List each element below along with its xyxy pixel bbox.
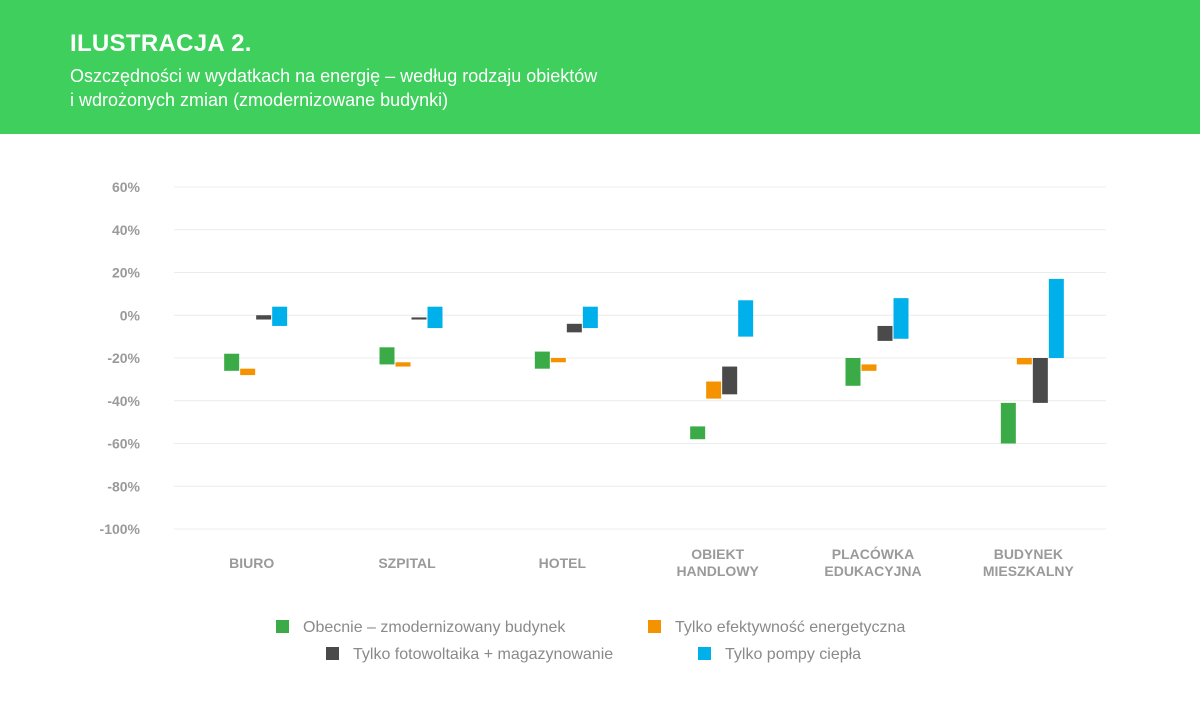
- bar-series-4-cat-1: [272, 306, 288, 326]
- bar-series-1-cat-6: [1000, 402, 1016, 444]
- figure-title: ILUSTRACJA 2.: [70, 30, 252, 57]
- gridlines: [174, 186, 1106, 530]
- header-banner: ILUSTRACJA 2. Oszczędności w wydatkach n…: [0, 0, 1200, 134]
- y-tick-label: 40%: [112, 222, 141, 238]
- legend-label: Obecnie – zmodernizowany budynek: [303, 619, 566, 636]
- legend-label: Tylko efektywność energetyczna: [675, 619, 906, 636]
- legend-swatch-dark-gray: [326, 647, 339, 661]
- bar-series-2-cat-3: [550, 358, 566, 363]
- legend-item-efficiency: Tylko efektywność energetyczna: [648, 618, 905, 638]
- x-axis-category-labels: BIURO SZPITAL HOTEL OBIEKT HANDLOWY PLACÓWKA E…: [229, 545, 1074, 579]
- y-tick-label: -80%: [107, 478, 140, 494]
- x-category-label: PLACÓWKA EDUKACYJNA: [824, 545, 921, 579]
- bar-series-1-cat-5: [845, 358, 861, 386]
- bar-series-3-cat-5: [877, 325, 893, 341]
- legend-label: Tylko pompy ciepła: [725, 646, 862, 663]
- bar-series-1-cat-4: [690, 426, 706, 440]
- x-category-label: BUDYNEK MIESZKALNY: [983, 546, 1075, 579]
- y-tick-label: -60%: [107, 436, 140, 452]
- bar-series-2-cat-2: [395, 362, 411, 367]
- bar-series-3-cat-4: [722, 366, 738, 395]
- bar-series-4-cat-5: [893, 298, 909, 339]
- y-tick-label: 20%: [112, 265, 141, 281]
- y-tick-label: -100%: [100, 521, 141, 537]
- bar-series-2-cat-5: [861, 364, 877, 371]
- bar-series-1-cat-2: [379, 347, 395, 365]
- legend: Obecnie – zmodernizowany budynek Tylko e…: [0, 612, 1200, 672]
- bar-series-3-cat-2: [411, 317, 427, 320]
- x-category-label: OBIEKT HANDLOWY: [676, 546, 759, 579]
- subtitle-line-1: Oszczędności w wydatkach na energię – we…: [70, 66, 598, 86]
- y-axis-tick-labels: 60% 40% 20% 0% -20% -40% -60% -80% -100%: [100, 179, 141, 537]
- legend-label: Tylko fotowoltaika + magazynowanie: [353, 646, 614, 663]
- bar-series-2-cat-6: [1016, 358, 1032, 365]
- bar-series-4-cat-6: [1048, 278, 1064, 358]
- subtitle-line-2: i wdrożonych zmian (zmodernizowane budyn…: [70, 90, 449, 110]
- legend-item-current: Obecnie – zmodernizowany budynek: [276, 618, 565, 638]
- bar-series-4-cat-4: [738, 300, 754, 337]
- bar-series-1-cat-1: [224, 353, 240, 371]
- x-category-label: SZPITAL: [378, 555, 436, 571]
- y-tick-label: -20%: [107, 350, 140, 366]
- range-bar-chart: 60% 40% 20% 0% -20% -40% -60% -80% -100% BIURO SZ…: [100, 179, 1106, 579]
- legend-item-heat-pumps: Tylko pompy ciepła: [698, 645, 861, 665]
- y-tick-label: 0%: [120, 307, 141, 323]
- legend-swatch-green: [276, 620, 289, 634]
- legend-item-pv-storage: Tylko fotowoltaika + magazynowanie: [326, 645, 613, 665]
- legend-swatch-orange: [648, 620, 661, 634]
- bar-series-3-cat-1: [256, 315, 272, 320]
- bar-series-1-cat-3: [534, 351, 550, 369]
- figure-subtitle: Oszczędności w wydatkach na energię – we…: [70, 64, 770, 112]
- bar-series-4-cat-3: [582, 306, 598, 329]
- chart-area: 60% 40% 20% 0% -20% -40% -60% -80% -100% BIURO SZ…: [0, 134, 1200, 700]
- x-category-label: HOTEL: [539, 555, 587, 571]
- bar-series-3-cat-6: [1032, 358, 1048, 403]
- bar-series-2-cat-1: [240, 368, 256, 376]
- y-tick-label: -40%: [107, 393, 140, 409]
- bar-series-2-cat-4: [706, 381, 722, 399]
- y-tick-label: 60%: [112, 179, 141, 195]
- legend-swatch-blue: [698, 647, 711, 661]
- bar-series-3-cat-3: [566, 323, 582, 333]
- bar-series-4-cat-2: [427, 306, 443, 329]
- x-category-label: BIURO: [229, 555, 274, 571]
- data-bars: [224, 278, 1064, 444]
